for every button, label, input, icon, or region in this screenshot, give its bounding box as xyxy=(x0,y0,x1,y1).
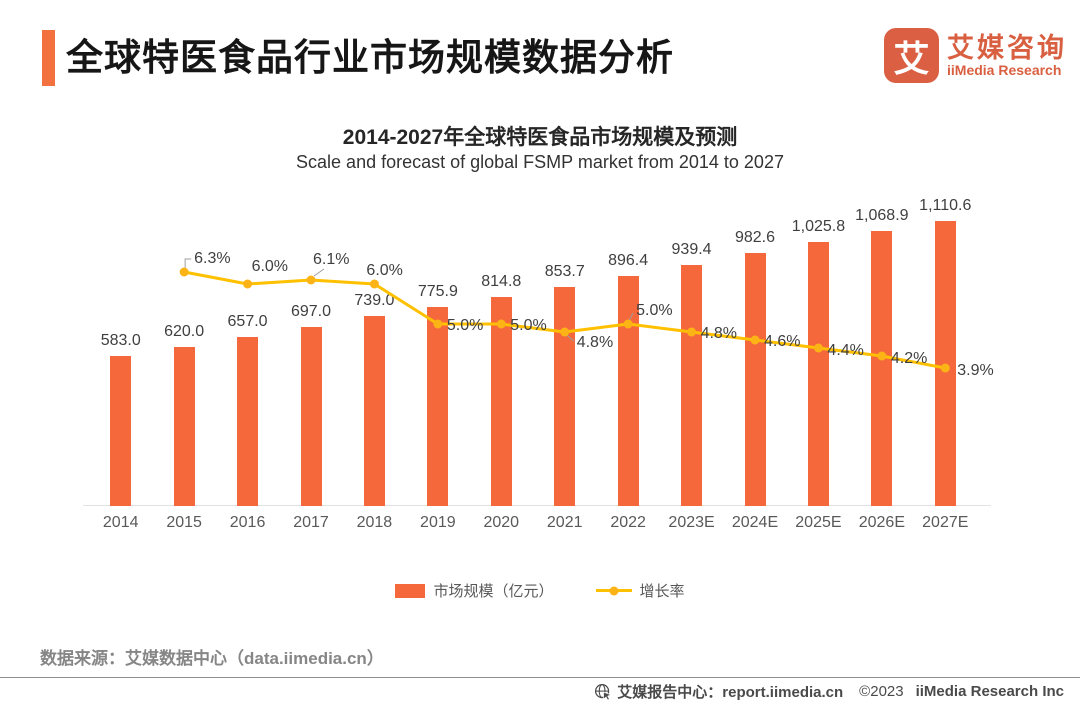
growth-label-2019: 5.0% xyxy=(447,317,483,334)
growth-label-2025E: 4.4% xyxy=(827,342,863,359)
plot-area: 583.0 620.0 657.0 697.0 739.0 775.9 814.8 853.7… xyxy=(83,190,994,506)
footer-copyright: ©2023 xyxy=(859,683,904,700)
bar-value-label-2017: 697.0 xyxy=(290,302,332,320)
x-axis-label-2019: 2019 xyxy=(420,514,456,531)
logo-text: 艾媒咨询 iiMedia Research xyxy=(947,28,1067,79)
legend-bar-swatch-icon xyxy=(395,583,426,598)
growth-label-2015: 6.3% xyxy=(194,250,230,267)
bar-value-label-2021: 853.7 xyxy=(544,262,585,280)
growth-label-2017: 6.1% xyxy=(313,251,349,268)
bar-value-label-2016: 657.0 xyxy=(227,313,268,331)
x-axis-label-2017: 2017 xyxy=(293,514,329,531)
bar-value-label-2019: 775.9 xyxy=(417,282,458,300)
legend-line-dot-icon xyxy=(609,586,618,595)
growth-label-2023E: 4.8% xyxy=(701,325,737,342)
label-leader-line xyxy=(184,258,192,268)
bar-value-label-2023E: 939.4 xyxy=(671,240,712,258)
growth-label-2026E: 4.2% xyxy=(891,350,927,367)
x-axis-label-2026E: 2026E xyxy=(858,514,905,531)
growth-marker-2015 xyxy=(179,267,189,277)
bar-2019 xyxy=(427,306,449,506)
bar-2023E xyxy=(681,264,703,506)
legend-label-market-scale: 市场规模（亿元） xyxy=(433,583,554,600)
bar-2024E xyxy=(744,253,766,506)
logo-brand-cn: 艾媒咨询 xyxy=(947,33,1067,63)
x-axis-label-2015: 2015 xyxy=(166,514,202,531)
growth-label-2021: 4.8% xyxy=(577,334,613,351)
logo-brand-en: iiMedia Research xyxy=(947,62,1062,78)
bar-value-label-2020: 814.8 xyxy=(481,272,522,290)
globe-cursor-icon xyxy=(595,683,613,701)
bar-value-label-2025E: 1,025.8 xyxy=(791,218,846,236)
bar-value-label-2022: 896.4 xyxy=(608,251,649,269)
x-axis-label-2018: 2018 xyxy=(356,514,393,531)
x-axis-label-2016: 2016 xyxy=(229,514,266,531)
bar-value-label-2015: 620.0 xyxy=(164,322,205,340)
growth-label-2024E: 4.6% xyxy=(764,333,800,350)
legend-item-market-scale: 市场规模（亿元） xyxy=(395,580,554,601)
iimedia-logo-icon: 艾 xyxy=(884,28,939,83)
x-axis-label-2023E: 2023E xyxy=(668,514,715,531)
x-axis-line xyxy=(83,505,991,506)
bar-2022 xyxy=(617,275,639,506)
x-axis-label-2024E: 2024E xyxy=(731,514,779,531)
legend-line-swatch-icon xyxy=(595,586,632,595)
bar-value-label-2026E: 1,068.9 xyxy=(855,207,909,225)
bar-2027E xyxy=(934,220,956,506)
growth-label-2022: 5.0% xyxy=(636,302,672,319)
x-axis-label-2020: 2020 xyxy=(483,514,520,531)
legend-item-growth-rate: 增长率 xyxy=(595,580,685,601)
growth-label-2018: 6.0% xyxy=(366,262,402,279)
x-axis-label-2022: 2022 xyxy=(610,514,646,531)
bar-2020 xyxy=(490,296,512,506)
bar-2015 xyxy=(173,346,195,506)
x-axis-label-2025E: 2025E xyxy=(795,514,842,531)
chart-subtitle: Scale and forecast of global FSMP market… xyxy=(296,152,784,172)
iimedia-logo: 艾 艾媒咨询 iiMedia Research xyxy=(884,28,1067,83)
growth-marker-2017 xyxy=(306,275,316,285)
footer-bar: 艾媒报告中心：report.iimedia.cn ©2023 iiMedia R… xyxy=(594,681,1064,702)
growth-label-2016: 6.0% xyxy=(252,258,288,275)
bar-2016 xyxy=(237,337,259,506)
chart-title: 2014-2027年全球特医食品市场规模及预测 xyxy=(342,126,738,149)
bar-value-label-2027E: 1,110.6 xyxy=(919,196,972,214)
legend-label-growth-rate: 增长率 xyxy=(639,583,685,600)
x-axis-labels: 2014 2015 2016 2017 2018 2019 2020 2021 2022 2023… xyxy=(89,514,977,534)
footer-report-center: 艾媒报告中心：report.iimedia.cn xyxy=(617,684,844,701)
footer-company: iiMedia Research Inc xyxy=(915,683,1064,700)
bar-2017 xyxy=(300,326,322,506)
bar-value-label-2024E: 982.6 xyxy=(734,229,776,247)
growth-marker-2018 xyxy=(369,279,379,289)
data-source-note: 数据来源：艾媒数据中心（data.iimedia.cn） xyxy=(40,649,384,668)
growth-marker-2016 xyxy=(243,279,253,289)
bar-2026E xyxy=(871,231,893,506)
x-axis-label-2021: 2021 xyxy=(546,514,583,531)
chart-legend: 市场规模（亿元） 增长率 xyxy=(0,580,1080,601)
footer-divider xyxy=(0,677,1080,678)
bar-value-label-2018: 739.0 xyxy=(354,292,395,310)
x-axis-label-2014: 2014 xyxy=(102,514,139,531)
bar-2021 xyxy=(554,286,576,506)
x-axis-label-2027E: 2027E xyxy=(922,514,969,531)
bar-2014 xyxy=(110,356,132,506)
title-accent-bar xyxy=(42,30,55,86)
page-title: 全球特医食品行业市场规模数据分析 xyxy=(66,37,674,78)
label-leader-line xyxy=(313,268,325,277)
bar-value-label-2014: 583.0 xyxy=(100,332,141,350)
growth-label-2020: 5.0% xyxy=(510,317,546,334)
bar-2018 xyxy=(363,316,385,506)
growth-label-2027E: 3.9% xyxy=(957,362,993,379)
growth-line-layer: 6.3% 6.0% 6.1% 6.0% 5.0% 5.0% 4.8% 5.0% 4.8% 4.6%… xyxy=(179,250,994,379)
bar-2025E xyxy=(807,242,829,506)
